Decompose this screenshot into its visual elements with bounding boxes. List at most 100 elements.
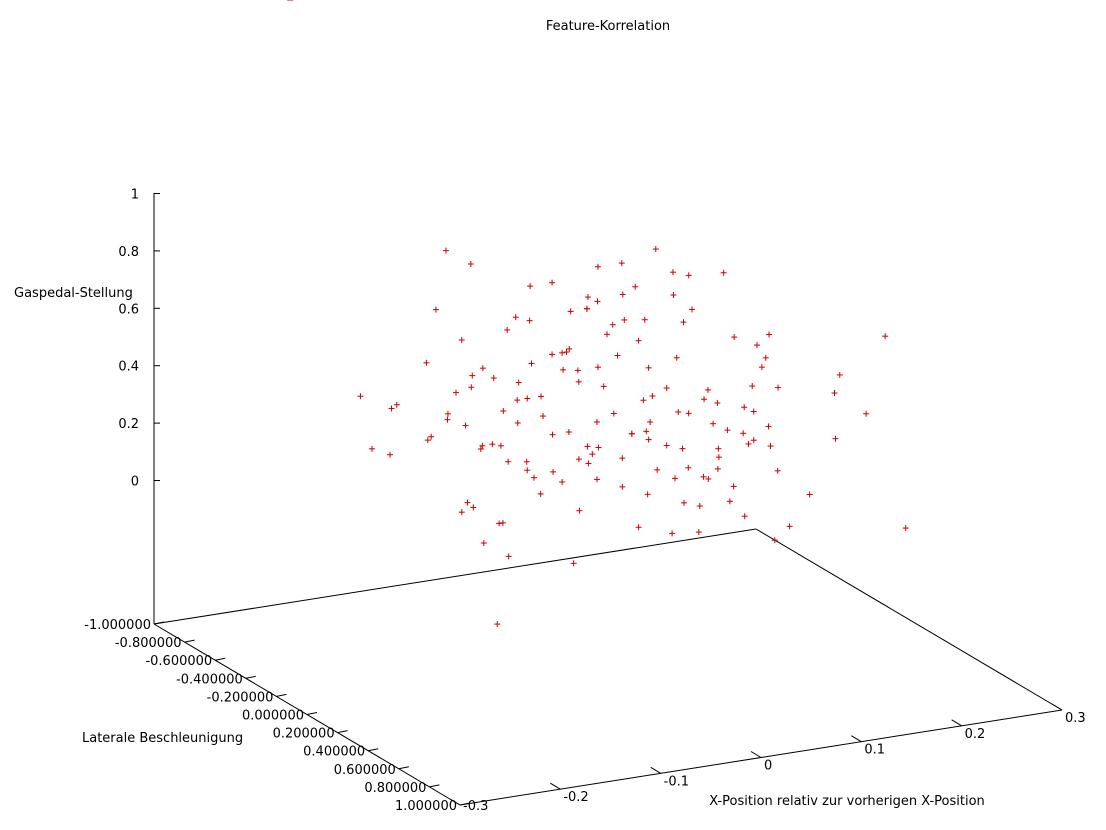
data-point	[357, 393, 364, 400]
x-tick-mark	[851, 735, 862, 743]
data-point	[652, 246, 659, 253]
data-point	[754, 342, 760, 349]
data-point	[701, 396, 708, 403]
data-point	[549, 351, 556, 358]
y-tick-label: -0.800000	[115, 636, 182, 651]
data-point	[469, 372, 476, 379]
data-point	[609, 321, 616, 328]
data-point	[836, 371, 843, 378]
data-point	[514, 397, 521, 404]
data-point	[531, 474, 537, 481]
data-point	[644, 491, 651, 498]
data-point	[705, 475, 712, 482]
y-tick-label: 0.600000	[334, 763, 396, 778]
y-tick-label: 0.800000	[364, 781, 426, 796]
data-point	[500, 407, 507, 414]
data-point	[505, 553, 512, 560]
data-point	[681, 499, 687, 506]
data-point	[619, 455, 626, 462]
data-point	[589, 451, 596, 458]
x-tick-label: 0	[764, 759, 772, 774]
data-point	[731, 334, 738, 341]
data-point	[726, 498, 733, 505]
data-point	[565, 429, 572, 436]
x-tick-mark	[550, 782, 561, 790]
data-point	[619, 483, 626, 490]
data-point	[549, 431, 556, 438]
y-tick-mark	[368, 748, 379, 752]
data-point	[610, 410, 617, 417]
data-point	[628, 430, 635, 437]
data-point	[468, 384, 475, 391]
data-point	[685, 464, 692, 471]
data-point	[593, 418, 600, 425]
y-tick-mark	[184, 639, 195, 643]
data-point	[540, 413, 547, 420]
data-point	[689, 306, 696, 313]
y-ticks: -1.000000 -0.800000 -0.600000 -0.400000 -0.2…	[84, 618, 471, 814]
data-point	[600, 383, 607, 390]
data-point	[514, 419, 521, 426]
data-point	[614, 352, 621, 359]
data-point	[767, 443, 774, 450]
data-point	[432, 306, 439, 313]
data-point	[695, 529, 702, 536]
y-tick-label: -0.400000	[176, 672, 243, 687]
z-tick-label: 0.6	[118, 302, 139, 317]
x-tick-mark	[650, 766, 661, 774]
x-tick-mark	[1051, 703, 1063, 711]
data-point	[576, 507, 583, 514]
data-point	[494, 621, 501, 628]
y-tick-mark	[215, 657, 226, 661]
data-point	[632, 283, 639, 290]
data-point	[786, 523, 793, 530]
data-point	[464, 499, 471, 506]
y-tick-mark	[398, 766, 409, 770]
back-floor-edge	[153, 528, 757, 625]
z-tick-label: 0	[131, 475, 139, 490]
data-point	[832, 435, 839, 442]
y-tick-label: -1.000000	[84, 618, 151, 633]
data-point	[863, 410, 870, 417]
data-point	[428, 433, 435, 440]
data-point	[647, 419, 654, 426]
data-point	[458, 509, 465, 516]
data-point	[479, 442, 486, 449]
data-point	[685, 272, 692, 279]
data-point	[663, 385, 670, 392]
chart-title: Feature-Korrelation	[546, 19, 670, 34]
y-tick-label: -0.200000	[207, 690, 274, 705]
data-point	[641, 316, 648, 323]
data-point	[696, 503, 703, 510]
data-point	[504, 326, 511, 333]
data-points	[287, 0, 909, 628]
data-point	[645, 436, 652, 443]
right-floor-edge	[755, 528, 1063, 711]
data-point	[585, 460, 592, 467]
data-point	[715, 445, 722, 452]
y-tick-label: 1.000000	[395, 799, 457, 814]
data-point	[749, 383, 756, 390]
data-point	[462, 422, 469, 429]
data-point	[675, 408, 682, 415]
data-point	[570, 560, 577, 567]
x-tick-mark	[449, 798, 461, 806]
data-point	[740, 430, 747, 437]
data-point	[714, 465, 721, 472]
data-point	[523, 458, 530, 465]
data-point	[635, 524, 642, 531]
data-point	[559, 349, 566, 356]
data-point	[758, 364, 765, 371]
y-tick-label: 0.400000	[303, 745, 365, 760]
data-point	[527, 283, 534, 290]
data-point	[700, 473, 707, 480]
data-point	[741, 513, 748, 520]
y-tick-label: -0.600000	[145, 654, 212, 669]
data-point	[715, 454, 722, 461]
data-point	[745, 440, 752, 447]
data-point	[458, 336, 465, 343]
data-point	[387, 451, 394, 458]
data-point	[765, 423, 772, 430]
x-ticks: -0.2 -0.1 0 0.1 0.2 0.3 -0.3	[449, 703, 1086, 814]
data-point	[635, 337, 642, 344]
